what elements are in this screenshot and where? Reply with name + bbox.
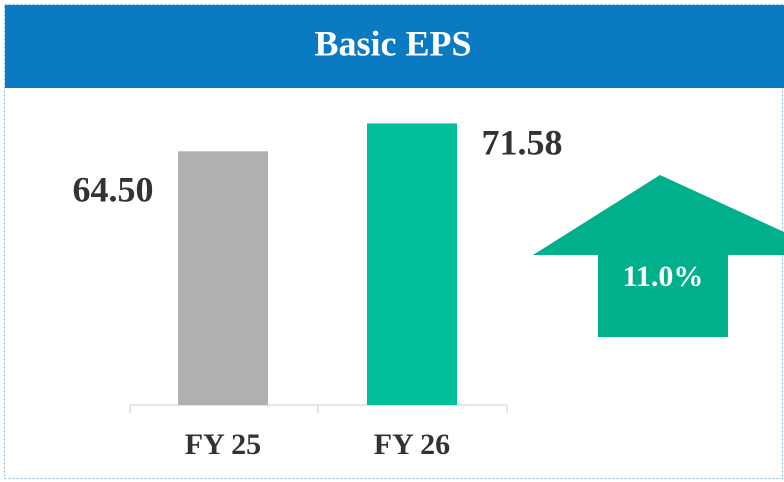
arrow-shape <box>533 175 784 337</box>
change-label: 11.0% <box>623 260 704 293</box>
bar <box>178 151 268 405</box>
chart-title: Basic EPS <box>314 23 471 63</box>
frame <box>4 4 783 479</box>
x-tick-label: FY 25 <box>185 428 261 461</box>
bar <box>367 123 457 406</box>
x-tick-label: FY 26 <box>374 428 450 461</box>
data-label: 71.58 <box>482 123 563 163</box>
header-band <box>5 5 784 88</box>
change-arrow: 11.0% <box>533 175 784 337</box>
data-label: 64.50 <box>73 170 154 210</box>
